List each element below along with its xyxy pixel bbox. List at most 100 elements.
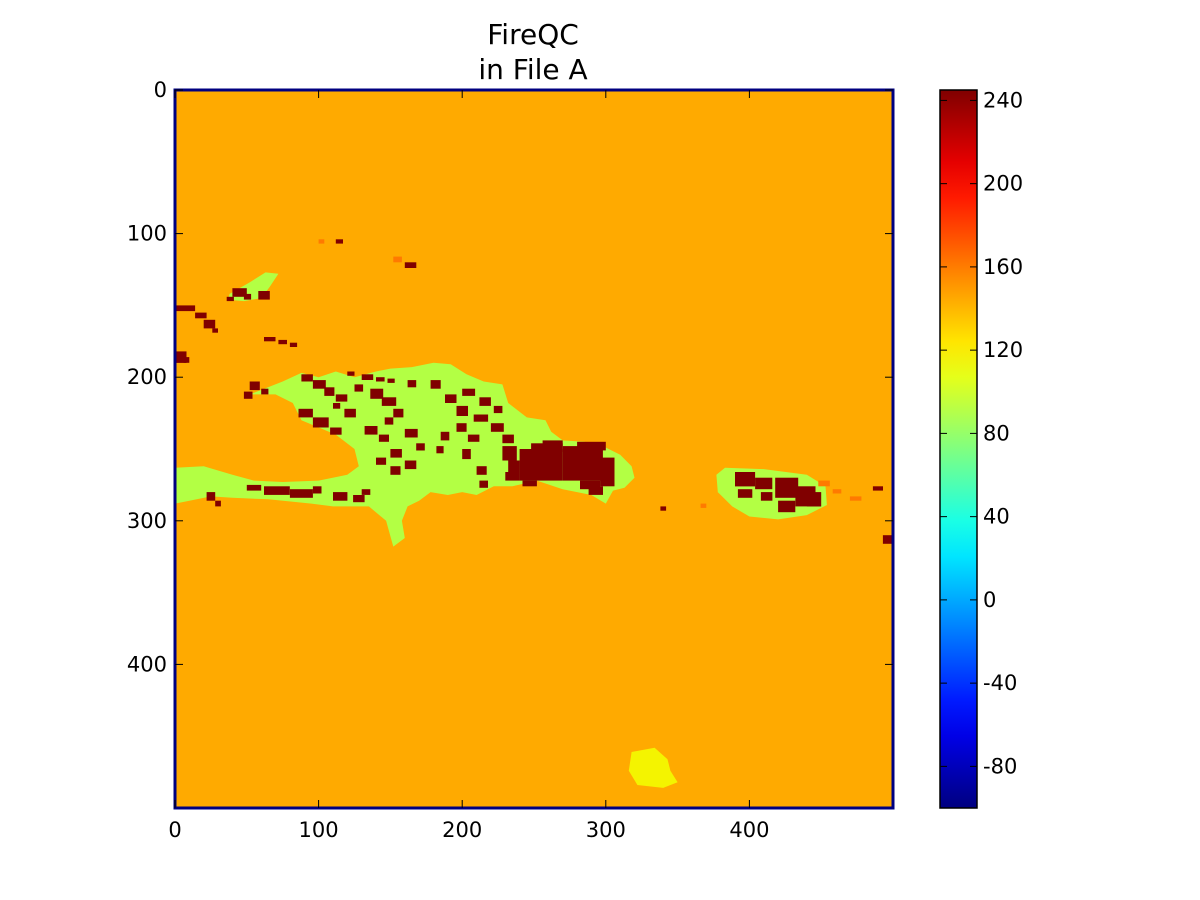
heatmap-cell: [407, 380, 417, 388]
heatmap-cell: [508, 460, 520, 472]
heatmap-cell: [476, 466, 487, 475]
heatmap-cell: [226, 296, 234, 302]
heatmap-cell: [462, 388, 476, 396]
heatmap-cell: [588, 486, 603, 495]
heatmap-cell: [212, 328, 218, 333]
heatmap-cell: [580, 480, 601, 490]
heatmap-cell: [775, 477, 799, 498]
heatmap-cell: [175, 305, 196, 312]
heatmap-cell: [370, 388, 384, 399]
heatmap-cell: [347, 371, 355, 376]
heatmap-cell: [462, 449, 471, 460]
y-tick-label: 400: [127, 652, 167, 676]
heatmap-cell: [206, 492, 216, 501]
heatmap-cell: [849, 496, 862, 501]
heatmap-cell: [289, 342, 298, 347]
colorbar-tick-label: -40: [983, 671, 1017, 695]
colorbar: [939, 89, 978, 809]
heatmap-cell: [278, 339, 287, 345]
chart-subtitle: in File A: [478, 53, 587, 86]
colorbar-tick-label: 80: [983, 421, 1010, 445]
heatmap-cell: [376, 457, 387, 465]
heatmap-cell: [755, 477, 773, 490]
heatmap-cell: [261, 388, 269, 395]
colorbar-tick-label: 120: [983, 338, 1023, 362]
heatmap-cell: [700, 503, 707, 508]
heatmap-cell: [390, 449, 402, 458]
heatmap-cell: [660, 506, 667, 511]
heatmap-cell: [335, 394, 348, 402]
heatmap-cell: [203, 319, 216, 329]
x-tick-label: 100: [299, 818, 339, 842]
heatmap-cell: [404, 262, 417, 268]
heatmap-cell: [324, 387, 335, 396]
heatmap-cell: [416, 443, 425, 451]
heatmap-cell: [872, 486, 883, 491]
heatmap-cell: [353, 495, 365, 503]
colorbar-tick-label: -80: [983, 754, 1017, 778]
heatmap-cell: [473, 414, 489, 422]
heatmap-cell: [456, 423, 467, 432]
heatmap-cell: [344, 408, 356, 418]
colorbar-tick-label: 240: [983, 88, 1023, 112]
heatmap-cell: [404, 428, 418, 438]
heatmap-cell: [456, 405, 468, 416]
heatmap-cell: [479, 397, 491, 406]
heatmap-cell: [882, 535, 892, 544]
heatmap-cell: [384, 417, 394, 425]
heatmap-cell: [436, 446, 444, 454]
heatmap-cell: [490, 423, 504, 432]
heatmap-cell: [312, 417, 329, 428]
heatmap-cell: [312, 486, 322, 494]
colorbar-ticks: -80 -40 0 40 80 120 160 200 240: [940, 88, 1023, 778]
heatmap-cell: [232, 288, 247, 297]
heatmap-cell: [175, 351, 187, 363]
heatmap-cell: [258, 291, 270, 300]
heatmap-cell: [577, 441, 606, 451]
heatmap-cell: [183, 357, 190, 363]
chart-title: FireQC: [487, 18, 579, 51]
x-tick-label: 400: [729, 818, 769, 842]
x-axis: 0 100 200 300 400: [168, 90, 769, 842]
heatmap-cell: [390, 466, 401, 475]
heatmap-cell: [318, 239, 325, 244]
heatmap-cell: [404, 460, 417, 470]
heatmap-cell: [505, 472, 520, 481]
heatmap-cell: [378, 434, 389, 442]
heatmap-cell: [381, 397, 397, 406]
heatmap-cell: [195, 312, 207, 319]
heatmap-cell: [354, 384, 364, 392]
heatmap-cell: [376, 377, 385, 382]
heatmap-cell: [301, 374, 313, 382]
heatmap-cell: [289, 489, 313, 498]
heatmap-cell: [333, 403, 341, 409]
heatmap-cell: [818, 480, 830, 487]
heatmap-cell: [493, 405, 503, 414]
heatmap-cell: [330, 427, 342, 435]
plot-area: [175, 90, 893, 808]
heatmap-cell: [298, 408, 313, 418]
colorbar-tick-label: 200: [983, 172, 1023, 196]
heatmap-cell: [600, 457, 615, 487]
heatmap-cell: [243, 293, 252, 300]
heatmap-cell: [522, 480, 537, 487]
heatmap-cell: [519, 449, 563, 481]
heatmap-cell: [531, 443, 563, 452]
heatmap-cell: [246, 484, 262, 491]
heatmap-cell: [502, 446, 517, 461]
colorbar-tick-label: 40: [983, 505, 1010, 529]
plot-frame: [173, 88, 895, 810]
x-tick-label: 200: [442, 818, 482, 842]
heatmap-cell: [735, 472, 756, 487]
heatmap-cell: [502, 434, 514, 444]
colorbar-tick-label: 0: [983, 588, 996, 612]
y-tick-label: 200: [127, 365, 167, 389]
colorbar-tick-label: 160: [983, 255, 1023, 279]
heatmap-cell: [249, 381, 260, 391]
heatmap-cell: [215, 500, 221, 507]
heatmap-region-island-south: [628, 747, 678, 788]
heatmap-cell: [778, 500, 796, 513]
heatmap-cell: [387, 378, 395, 383]
heatmap-cell: [243, 391, 253, 399]
